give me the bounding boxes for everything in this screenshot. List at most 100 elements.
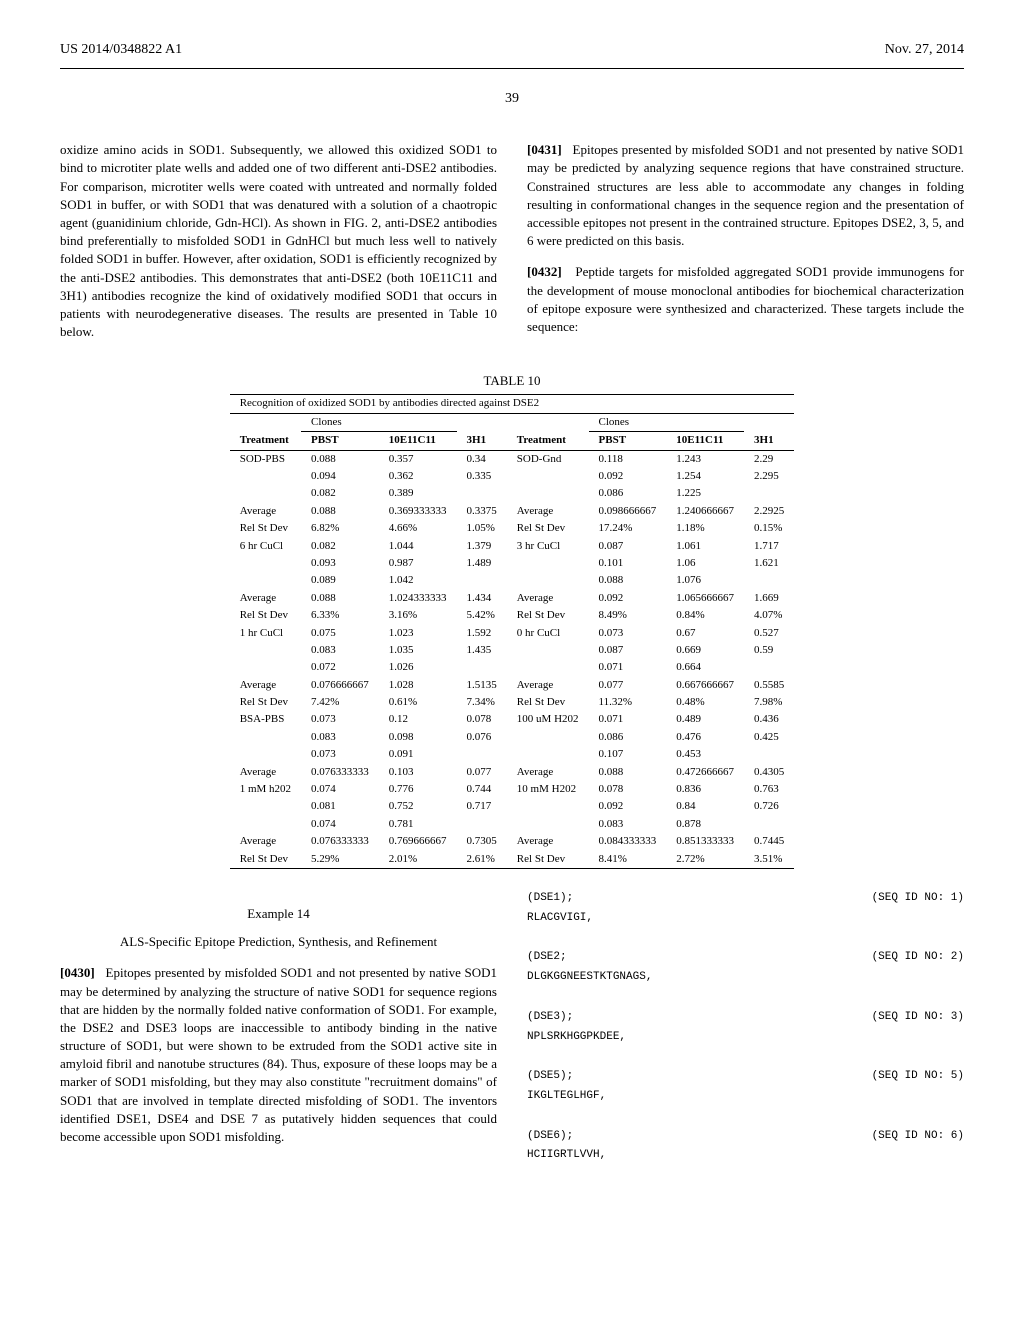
table-cell: 0.081: [301, 798, 379, 815]
table-cell: [230, 572, 301, 589]
table-cell: 0.093: [301, 555, 379, 572]
clone-header-right: Clones: [589, 413, 745, 431]
table-cell: 0.088: [589, 572, 667, 589]
table-cell: 1.05%: [457, 520, 507, 537]
table-cell: 0.752: [379, 798, 457, 815]
table-cell: 6 hr CuCl: [230, 538, 301, 555]
table-cell: 0.15%: [744, 520, 794, 537]
table-cell: 0.362: [379, 468, 457, 485]
table-cell: [507, 485, 589, 502]
table-cell: 0.12: [379, 711, 457, 728]
table-cell: 3.51%: [744, 851, 794, 869]
table-cell: 0.7305: [457, 833, 507, 850]
table-10: Recognition of oxidized SOD1 by antibodi…: [60, 394, 964, 871]
table-cell: 0.086: [589, 729, 667, 746]
table-cell: 0.987: [379, 555, 457, 572]
table-cell: 0.088: [301, 450, 379, 468]
para-num-0431: [0431]: [527, 142, 562, 157]
para-num-0430: [0430]: [60, 965, 95, 980]
col-h-l3: 3H1: [457, 432, 507, 450]
table-row: 0.0891.0420.0881.076: [230, 572, 795, 589]
table-cell: [230, 642, 301, 659]
table-cell: Average: [230, 677, 301, 694]
table-cell: 1.06: [666, 555, 744, 572]
table-row: 1 mM h2020.0740.7760.74410 mM H2020.0780…: [230, 781, 795, 798]
table-cell: Rel St Dev: [230, 694, 301, 711]
table-row: Rel St Dev6.33%3.16%5.42%Rel St Dev8.49%…: [230, 607, 795, 624]
table-cell: [744, 485, 794, 502]
table-row: Average0.0763333330.7696666670.7305Avera…: [230, 833, 795, 850]
table-cell: [457, 572, 507, 589]
table-cell: 0.769666667: [379, 833, 457, 850]
table-cell: [507, 659, 589, 676]
right-para-2: [0432] Peptide targets for misfolded agg…: [527, 263, 964, 336]
table-cell: [230, 485, 301, 502]
table-cell: 11.32%: [589, 694, 667, 711]
table-cell: 0.664: [666, 659, 744, 676]
table-cell: 1.024333333: [379, 590, 457, 607]
table-cell: 3 hr CuCl: [507, 538, 589, 555]
table-cell: 0.098666667: [589, 503, 667, 520]
table-cell: 0.078: [457, 711, 507, 728]
seq-name: (DSE1);: [527, 889, 573, 909]
table-cell: 0.076666667: [301, 677, 379, 694]
table-cell: 0.7445: [744, 833, 794, 850]
col-h-l1: PBST: [301, 432, 379, 450]
table-row: Rel St Dev5.29%2.01%2.61%Rel St Dev8.41%…: [230, 851, 795, 869]
table-cell: 0.088: [301, 503, 379, 520]
table-cell: 0.436: [744, 711, 794, 728]
table-row: Rel St Dev6.82%4.66%1.05%Rel St Dev17.24…: [230, 520, 795, 537]
table-cell: Rel St Dev: [507, 607, 589, 624]
table-caption: Recognition of oxidized SOD1 by antibodi…: [230, 395, 795, 413]
table-cell: 0.776: [379, 781, 457, 798]
table-row: 0.0730.0910.1070.453: [230, 746, 795, 763]
table-cell: 7.98%: [744, 694, 794, 711]
table-cell: 1.240666667: [666, 503, 744, 520]
table-cell: 1.669: [744, 590, 794, 607]
seq-name: (DSE5);: [527, 1067, 573, 1087]
table-row: Rel St Dev7.42%0.61%7.34%Rel St Dev11.32…: [230, 694, 795, 711]
table-cell: 0 hr CuCl: [507, 625, 589, 642]
table-cell: BSA-PBS: [230, 711, 301, 728]
seq-name: (DSE3);: [527, 1008, 573, 1028]
table-cell: 0.083: [301, 729, 379, 746]
table-cell: 0.082: [301, 538, 379, 555]
table-cell: 10 mM H202: [507, 781, 589, 798]
table-cell: Average: [230, 503, 301, 520]
table-cell: 4.66%: [379, 520, 457, 537]
table-cell: [744, 572, 794, 589]
col-h-r1: PBST: [589, 432, 667, 450]
table-cell: 1.18%: [666, 520, 744, 537]
table-cell: 0.369333333: [379, 503, 457, 520]
table-row: 0.0740.7810.0830.878: [230, 816, 795, 833]
table-cell: 0.074: [301, 816, 379, 833]
seq-id: (SEQ ID NO: 2): [872, 948, 964, 968]
table-cell: 0.083: [301, 642, 379, 659]
seq-name-row: (DSE1);(SEQ ID NO: 1): [527, 889, 964, 909]
table-cell: 0.077: [589, 677, 667, 694]
table-cell: 0.389: [379, 485, 457, 502]
table-cell: 0.878: [666, 816, 744, 833]
table-cell: 1.379: [457, 538, 507, 555]
table-cell: 1.717: [744, 538, 794, 555]
table-cell: 1 hr CuCl: [230, 625, 301, 642]
table-cell: 0.075: [301, 625, 379, 642]
table-cell: 0.087: [589, 538, 667, 555]
page-number: 39: [60, 89, 964, 109]
table-cell: [507, 642, 589, 659]
table-cell: 2.01%: [379, 851, 457, 869]
table-cell: 2.29: [744, 450, 794, 468]
table-cell: 0.335: [457, 468, 507, 485]
table-row: 0.0820.3890.0861.225: [230, 485, 795, 502]
table-row: SOD-PBS0.0880.3570.34SOD-Gnd0.1181.2432.…: [230, 450, 795, 468]
seq-name-row: (DSE3);(SEQ ID NO: 3): [527, 1008, 964, 1028]
col-h-l2: 10E11C11: [379, 432, 457, 450]
col-h-l0: Treatment: [230, 432, 301, 450]
seq-value: HCIIGRTLVVH,: [527, 1146, 964, 1166]
table-cell: 17.24%: [589, 520, 667, 537]
table-cell: 0.453: [666, 746, 744, 763]
col-h-r2: 10E11C11: [666, 432, 744, 450]
table-cell: 2.2925: [744, 503, 794, 520]
table-cell: 0.781: [379, 816, 457, 833]
table-cell: Average: [507, 764, 589, 781]
